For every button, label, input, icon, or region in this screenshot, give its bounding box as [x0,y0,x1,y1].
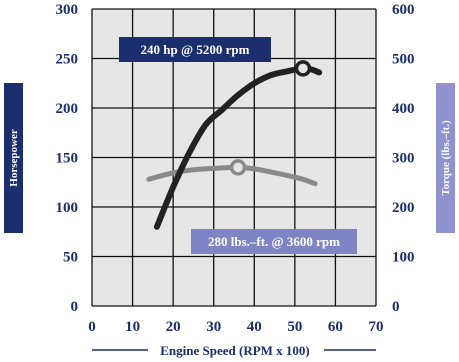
x-axis-caption-text: Engine Speed (RPM x 100) [160,343,310,358]
left-tick-label: 200 [56,101,79,117]
left-tick-label: 0 [71,299,79,315]
left-axis-caption: Horsepower [4,83,23,233]
x-tick-label: 0 [88,319,96,335]
right-tick-label: 100 [392,250,415,266]
left-tick-label: 100 [56,200,79,216]
right-axis-caption-text: Torque (lbs.–ft.) [440,120,452,196]
right-axis-caption-box [436,83,455,233]
right-tick-label: 500 [392,52,415,68]
peak-markers [229,60,312,176]
hp-callout: 240 hp @ 5200 rpm [119,37,271,62]
torque-peak-marker [229,159,247,176]
left-tick-label: 50 [63,250,78,266]
right-axis-ticks: 0 100 200 300 400 500 600 [392,2,415,315]
torque-callout: 280 lbs.–ft. @ 3600 rpm [191,229,357,254]
right-tick-label: 0 [392,299,400,315]
left-tick-label: 150 [56,151,79,167]
left-axis-caption-text: Horsepower [8,129,20,187]
left-axis-ticks: 0 50 100 150 200 250 300 [56,2,79,315]
left-tick-label: 300 [56,2,79,18]
x-tick-label: 70 [369,319,384,335]
torque-callout-text: 280 lbs.–ft. @ 3600 rpm [208,234,340,249]
left-tick-label: 250 [56,52,79,68]
x-tick-label: 10 [125,319,140,335]
hp-peak-marker [294,60,312,77]
x-axis-ticks: 0 10 20 30 40 50 60 70 [88,319,383,335]
x-tick-label: 50 [287,319,302,335]
x-tick-label: 60 [328,319,343,335]
right-tick-label: 600 [392,2,415,18]
x-tick-label: 20 [166,319,181,335]
right-tick-label: 400 [392,101,415,117]
right-tick-label: 200 [392,200,415,216]
right-axis-caption: Torque (lbs.–ft.) [436,83,455,233]
hp-callout-box [119,37,271,62]
x-tick-label: 30 [206,319,221,335]
right-tick-label: 300 [392,151,415,167]
x-tick-label: 40 [247,319,262,335]
x-axis-caption: Engine Speed (RPM x 100) [92,343,376,358]
left-axis-caption-box [4,83,23,233]
torque-callout-box [191,229,357,254]
hp-callout-text: 240 hp @ 5200 rpm [141,42,250,57]
